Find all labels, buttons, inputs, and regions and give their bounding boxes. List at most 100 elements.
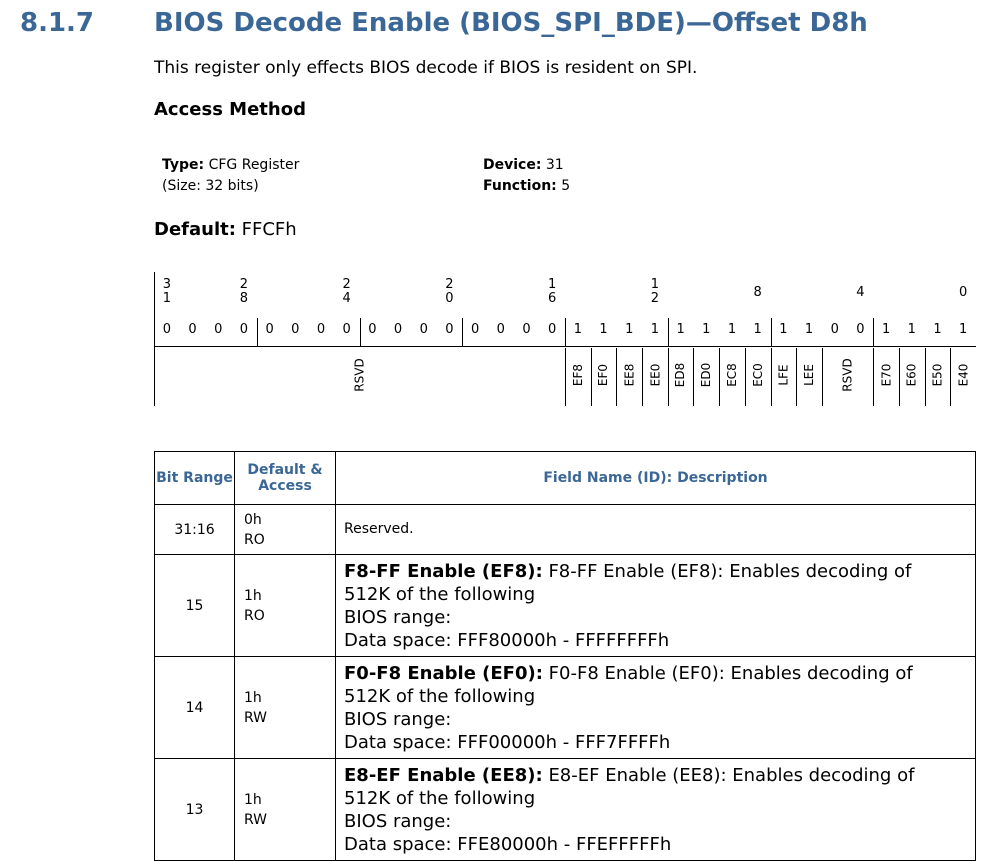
bit-value: 0 xyxy=(368,322,377,337)
default-value: 0h xyxy=(244,511,262,528)
intro-text: This register only effects BIOS decode i… xyxy=(154,58,698,78)
bit-value: 0 xyxy=(419,322,428,337)
description-cell: F8-FF Enable (EF8): F8-FF Enable (EF8): … xyxy=(335,554,976,657)
bit-position-label: 3 1 xyxy=(162,277,171,306)
field-separator xyxy=(950,348,952,406)
default-access-cell: 1h RO xyxy=(234,554,336,657)
register-field: EC0 xyxy=(745,348,771,402)
default-label: Default: xyxy=(154,219,236,240)
bit-position-label: 0 xyxy=(959,285,968,300)
register-field-label: ED0 xyxy=(699,362,714,388)
description-cell: F0-F8 Enable (EF0): F0-F8 Enable (EF0): … xyxy=(335,656,976,759)
default-value: 1h xyxy=(244,587,262,604)
function-label: Function: xyxy=(483,178,557,194)
register-field: LEE xyxy=(796,348,822,402)
bit-position-label: 4 xyxy=(856,285,865,300)
default-access-cell: 1h RW xyxy=(234,758,336,861)
nibble-separator xyxy=(667,318,669,346)
field-table: Bit Range Default & Access Field Name (I… xyxy=(154,451,976,861)
access-value: RW xyxy=(244,709,268,726)
register-field-label: EC8 xyxy=(724,363,739,387)
bit-value: 1 xyxy=(779,322,788,337)
description-text: Reserved. xyxy=(344,521,414,537)
field-separator xyxy=(770,348,772,406)
register-field-label: EE8 xyxy=(622,363,637,387)
description-line: F8-FF Enable (EF8): Enables decoding of xyxy=(548,560,912,582)
register-field: E40 xyxy=(950,348,976,402)
register-field: RSVD xyxy=(154,348,565,402)
bit-value: 0 xyxy=(265,322,274,337)
description-line: Data space: FFF80000h - FFFFFFFFh xyxy=(344,629,670,651)
nibble-separator xyxy=(565,318,566,346)
type-label: Type: xyxy=(162,157,205,173)
field-separator xyxy=(744,348,746,406)
access-type: Type: CFG Register (Size: 32 bits) xyxy=(162,155,299,197)
bit-range-cell: 14 xyxy=(154,656,235,759)
description-line: Data space: FFE80000h - FFEFFFFFh xyxy=(344,833,672,855)
description-line: BIOS range: xyxy=(344,810,452,832)
bit-value: 1 xyxy=(650,322,660,337)
bit-value: 0 xyxy=(162,322,171,337)
description-cell: Reserved. xyxy=(335,504,976,555)
bit-value: 1 xyxy=(573,322,582,337)
bit-range-cell: 13 xyxy=(154,758,235,861)
field-name: F8-FF Enable (EF8): xyxy=(344,560,543,582)
bit-range-cell: 15 xyxy=(154,554,235,657)
field-separator xyxy=(616,348,618,406)
access-method-heading: Access Method xyxy=(154,99,306,120)
bit-value: 0 xyxy=(239,322,249,337)
nibble-separator xyxy=(359,318,361,346)
description-line: F0-F8 Enable (EF0): Enables decoding of xyxy=(548,662,913,684)
bit-position-label: 8 xyxy=(753,285,762,300)
access-value: RO xyxy=(244,607,265,624)
bit-position-label: 2 4 xyxy=(342,277,351,306)
function-value: 5 xyxy=(561,178,571,194)
nibble-separator xyxy=(873,318,875,346)
default-value: FFCFh xyxy=(241,219,297,240)
bit-value: 0 xyxy=(522,322,531,337)
bit-value: 0 xyxy=(548,322,557,337)
bit-value: 1 xyxy=(625,322,634,337)
table-row: 14 1h RW F0-F8 Enable (EF0): F0-F8 Enable… xyxy=(154,656,976,759)
register-field-label: RSVD xyxy=(840,358,855,392)
size-text: (Size: 32 bits) xyxy=(162,178,259,194)
bit-value: 0 xyxy=(316,322,326,337)
field-separator xyxy=(565,348,566,406)
table-row: 31:16 0h RO Reserved. xyxy=(154,504,976,555)
register-left-edge xyxy=(154,272,155,406)
register-field: EE0 xyxy=(642,348,668,402)
bit-value: 1 xyxy=(727,322,737,337)
bit-position-label: 1 6 xyxy=(548,277,557,306)
register-field-label: EF0 xyxy=(596,363,611,387)
field-separator xyxy=(667,348,669,406)
description-line: E8-EF Enable (EE8): Enables decoding of xyxy=(548,764,915,786)
register-field-label: EC0 xyxy=(750,363,765,387)
nibble-separator xyxy=(462,318,464,346)
bit-value: 0 xyxy=(393,322,403,337)
register-field: E60 xyxy=(899,348,925,402)
type-value: CFG Register xyxy=(208,157,300,173)
description-line: Data space: FFF00000h - FFF7FFFFh xyxy=(344,731,671,753)
bit-value: 0 xyxy=(188,322,197,337)
bit-value: 0 xyxy=(214,322,223,337)
header-bit-range: Bit Range xyxy=(154,451,235,505)
bit-value: 0 xyxy=(496,322,505,337)
register-field-label: E50 xyxy=(930,363,945,387)
register-field-label: EE0 xyxy=(647,363,662,387)
default-access-cell: 0h RO xyxy=(234,504,336,555)
register-field: RSVD xyxy=(822,348,873,402)
bit-value: 1 xyxy=(599,322,608,337)
bit-value: 0 xyxy=(856,322,865,337)
description-line: 512K of the following xyxy=(344,787,536,809)
field-separator xyxy=(873,348,875,406)
field-separator xyxy=(642,348,644,406)
bit-value: 1 xyxy=(881,322,891,337)
register-field-label: E40 xyxy=(956,363,971,387)
access-device: Device: 31 Function: 5 xyxy=(483,155,570,197)
table-header-row: Bit Range Default & Access Field Name (I… xyxy=(154,451,976,505)
bit-value: 1 xyxy=(702,322,711,337)
register-field: EF8 xyxy=(565,348,591,402)
field-name: F0-F8 Enable (EF0): xyxy=(344,662,543,684)
nibble-separator xyxy=(256,318,258,346)
register-bit-row: 0 0 0 0 0 0 0 0 0 0 0 0 0 0 0 0 1 1 1 1 1 1 1 1 1 1 0 0 1 1 1 1 xyxy=(154,318,976,347)
